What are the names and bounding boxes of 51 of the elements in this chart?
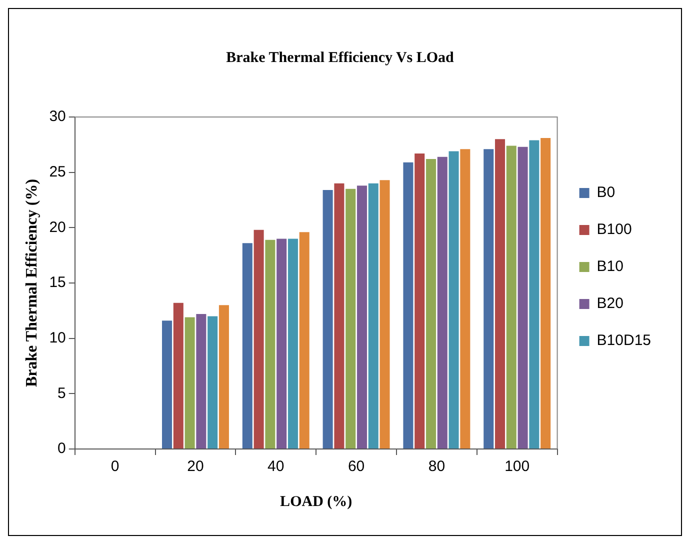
bar <box>437 156 448 448</box>
bar <box>346 188 356 448</box>
bar <box>208 316 218 448</box>
y-tick-label: 25 <box>49 163 66 180</box>
y-tick-label: 15 <box>49 274 66 292</box>
y-tick-label: 0 <box>58 440 66 458</box>
x-tick-label: 0 <box>110 458 120 476</box>
bar <box>184 317 195 448</box>
bar <box>265 240 276 448</box>
bar <box>299 232 310 448</box>
bar <box>356 186 367 448</box>
bar <box>494 139 506 448</box>
legend-label: B10 <box>596 258 624 276</box>
bar <box>403 162 414 448</box>
bar <box>162 320 172 448</box>
y-tick-label: 30 <box>49 108 66 126</box>
bar <box>448 151 459 448</box>
y-tick-label: 20 <box>49 218 66 236</box>
bar <box>196 314 206 448</box>
bar <box>540 138 551 448</box>
legend-label: B0 <box>596 184 616 202</box>
bar <box>173 302 184 448</box>
legend-label: B20 <box>596 295 624 312</box>
legend-label: B10D15 <box>596 332 652 350</box>
bar <box>276 238 287 448</box>
bar <box>414 154 425 448</box>
bar <box>218 305 229 448</box>
bar <box>518 146 528 448</box>
x-tick-label: 20 <box>187 458 204 476</box>
chart-title: Brake Thermal Efficiency Vs LOad <box>226 50 455 66</box>
bar <box>426 159 436 448</box>
bar <box>484 149 494 448</box>
bar <box>322 190 333 448</box>
bar <box>254 230 264 448</box>
bar <box>288 238 298 448</box>
x-tick-label: 80 <box>428 458 446 476</box>
bar <box>368 183 378 448</box>
x-axis-title: LOAD (%) <box>280 494 352 510</box>
x-tick-label: 60 <box>348 458 365 476</box>
y-tick-label: 10 <box>49 329 66 346</box>
bar <box>460 149 470 448</box>
bar <box>334 183 344 448</box>
bar <box>506 146 516 448</box>
legend-label: B100 <box>596 221 632 238</box>
y-tick-label: 5 <box>58 384 66 402</box>
x-tick-label: 100 <box>504 458 530 476</box>
x-tick-label: 40 <box>268 458 284 476</box>
bar <box>529 140 540 448</box>
bar <box>380 180 390 448</box>
y-axis-title: Brake Thermal Efficiency (%) <box>24 178 41 388</box>
bar <box>242 243 252 448</box>
